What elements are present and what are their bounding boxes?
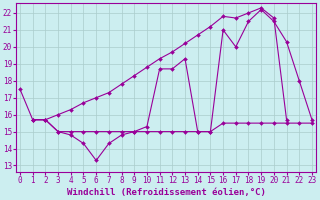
X-axis label: Windchill (Refroidissement éolien,°C): Windchill (Refroidissement éolien,°C)	[67, 188, 265, 197]
